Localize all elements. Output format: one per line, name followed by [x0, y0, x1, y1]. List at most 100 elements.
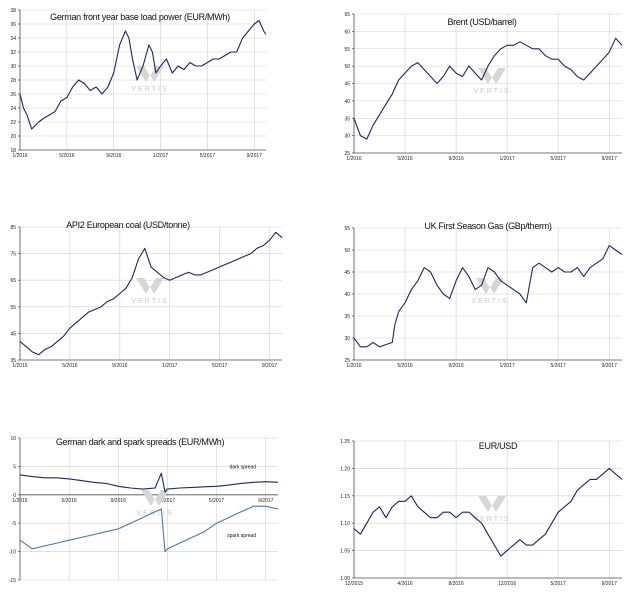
series-line-0 — [353, 467, 623, 557]
x-tick-label: 9/2016 — [111, 498, 127, 504]
series-line-0 — [19, 231, 283, 356]
y-tick-label: 45 — [10, 331, 16, 337]
y-tick-label: 55 — [344, 226, 350, 232]
y-tick-label: 1.20 — [340, 466, 350, 472]
x-tick-label: 9/2016 — [106, 153, 122, 159]
x-tick-label: 9/2016 — [448, 363, 464, 369]
y-tick-label: 40 — [344, 99, 350, 105]
series-line-0 — [19, 19, 267, 130]
watermark-text: VERTIS — [136, 510, 173, 517]
watermark-text: VERTIS — [131, 86, 168, 93]
y-tick-label: 35 — [344, 314, 350, 320]
x-tick-label: 5/2017 — [212, 363, 228, 369]
y-tick-label: -10 — [9, 550, 16, 556]
vertis-watermark: VERTIS — [136, 490, 173, 517]
y-tick-label: -15 — [9, 578, 16, 584]
vertis-logo-icon — [136, 278, 164, 294]
y-tick-label: 24 — [10, 106, 16, 112]
watermark-text: VERTIS — [131, 298, 168, 305]
x-tick-label: 1/2016 — [346, 156, 362, 162]
x-tick-label: 4/2016 — [397, 581, 413, 587]
x-tick-label: 5/2016 — [61, 498, 77, 504]
x-tick-label: 12/2016 — [498, 581, 516, 587]
x-tick-label: 9/2017 — [258, 498, 274, 504]
y-tick-label: 5 — [13, 464, 16, 470]
x-tick-label: 9/2017 — [262, 363, 278, 369]
y-tick-label: 50 — [344, 248, 350, 254]
x-tick-label: 1/2016 — [12, 153, 28, 159]
x-tick-label: 5/2016 — [62, 363, 78, 369]
y-tick-label: 25 — [344, 358, 350, 364]
vertis-watermark: VERTIS — [131, 66, 168, 93]
y-tick-label: 45 — [344, 82, 350, 88]
chart-eurusd: 1.00 1.05 1.10 1.15 1.20 1.25 12/2015 4/2016 8/2… — [340, 439, 623, 587]
chart-spreads: -15 -10 -5 0 5 10 1/2016 5/2016 9/2016 1/2017 5/20… — [9, 436, 279, 584]
x-tick-label: 1/2016 — [12, 498, 28, 504]
x-tick-label: 9/2017 — [602, 156, 618, 162]
y-tick-label: 38 — [10, 8, 16, 14]
y-tick-label: 34 — [10, 36, 16, 42]
vertis-logo-icon — [141, 490, 169, 506]
series-line-spark-spread — [19, 505, 279, 553]
y-tick-label: 18 — [10, 148, 16, 154]
y-tick-label: 30 — [344, 134, 350, 140]
y-tick-label: 85 — [10, 225, 16, 231]
y-tick-label: -5 — [12, 521, 17, 527]
x-tick-label: 9/2016 — [112, 363, 128, 369]
vertis-logo-icon — [478, 68, 506, 84]
x-tick-label: 1/2017 — [499, 156, 515, 162]
y-tick-label: 20 — [10, 134, 16, 140]
y-tick-label: 1.10 — [340, 521, 350, 527]
x-tick-label: 5/2016 — [397, 363, 413, 369]
x-tick-label: 9/2017 — [247, 153, 263, 159]
chart-title: Brent (USD/barrel) — [447, 17, 516, 27]
x-tick-label: 9/2017 — [602, 581, 618, 587]
chart-title: UK First Season Gas (GBp/therm) — [424, 221, 552, 231]
vertis-logo-icon — [478, 496, 506, 512]
y-tick-label: 22 — [10, 120, 16, 126]
y-tick-label: 35 — [344, 116, 350, 122]
chart-brent: 25 30 35 40 45 50 55 60 65 1/2016 5/2016 9/2016 1/20… — [344, 12, 623, 162]
x-tick-label: 5/2017 — [551, 363, 567, 369]
watermark-text: VERTIS — [473, 516, 510, 523]
y-tick-label: 60 — [344, 29, 350, 35]
x-tick-label: 1/2016 — [12, 363, 28, 369]
series-line-dark-spread — [19, 472, 279, 493]
y-tick-label: 35 — [10, 358, 16, 364]
vertis-watermark: VERTIS — [131, 278, 168, 305]
vertis-watermark: VERTIS — [473, 68, 510, 95]
chart-title: German front year base load power (EUR/M… — [50, 12, 230, 22]
y-tick-label: 75 — [10, 252, 16, 258]
y-tick-label: 55 — [10, 305, 16, 311]
y-tick-label: 45 — [344, 270, 350, 276]
series-label: spark spread — [227, 533, 256, 539]
y-tick-label: 1.00 — [340, 576, 350, 582]
watermark-text: VERTIS — [473, 88, 510, 95]
vertis-watermark: VERTIS — [473, 496, 510, 523]
y-tick-label: 1.25 — [340, 439, 350, 445]
chart-api2-coal: 35 45 55 65 75 85 1/2016 5/2016 9/2016 1/2017 5/20… — [10, 220, 283, 369]
y-tick-label: 32 — [10, 50, 16, 56]
chart-title: German dark and spark spreads (EUR/MWh) — [56, 437, 225, 447]
x-tick-label: 9/2017 — [602, 363, 618, 369]
y-tick-label: 50 — [344, 64, 350, 70]
series-line-0 — [353, 245, 623, 348]
series-label: dark spread — [230, 464, 257, 470]
series-line-0 — [353, 37, 623, 140]
x-tick-label: 1/2017 — [153, 153, 169, 159]
y-tick-label: 0 — [13, 493, 16, 499]
x-tick-label: 9/2016 — [448, 156, 464, 162]
x-tick-label: 1/2017 — [499, 363, 515, 369]
y-tick-label: 55 — [344, 47, 350, 53]
y-tick-label: 26 — [10, 92, 16, 98]
watermark-text: VERTIS — [471, 298, 508, 305]
chart-uk-gas: 25 30 35 40 45 50 55 1/2016 5/2016 9/2016 1/2017 5/… — [344, 221, 623, 369]
y-tick-label: 10 — [10, 436, 16, 442]
x-tick-label: 1/2016 — [346, 363, 362, 369]
y-tick-label: 36 — [10, 22, 16, 28]
y-tick-label: 28 — [10, 78, 16, 84]
y-tick-label: 65 — [10, 278, 16, 284]
y-tick-label: 65 — [344, 12, 350, 18]
x-tick-label: 8/2016 — [448, 581, 464, 587]
x-tick-label: 5/2017 — [551, 156, 567, 162]
